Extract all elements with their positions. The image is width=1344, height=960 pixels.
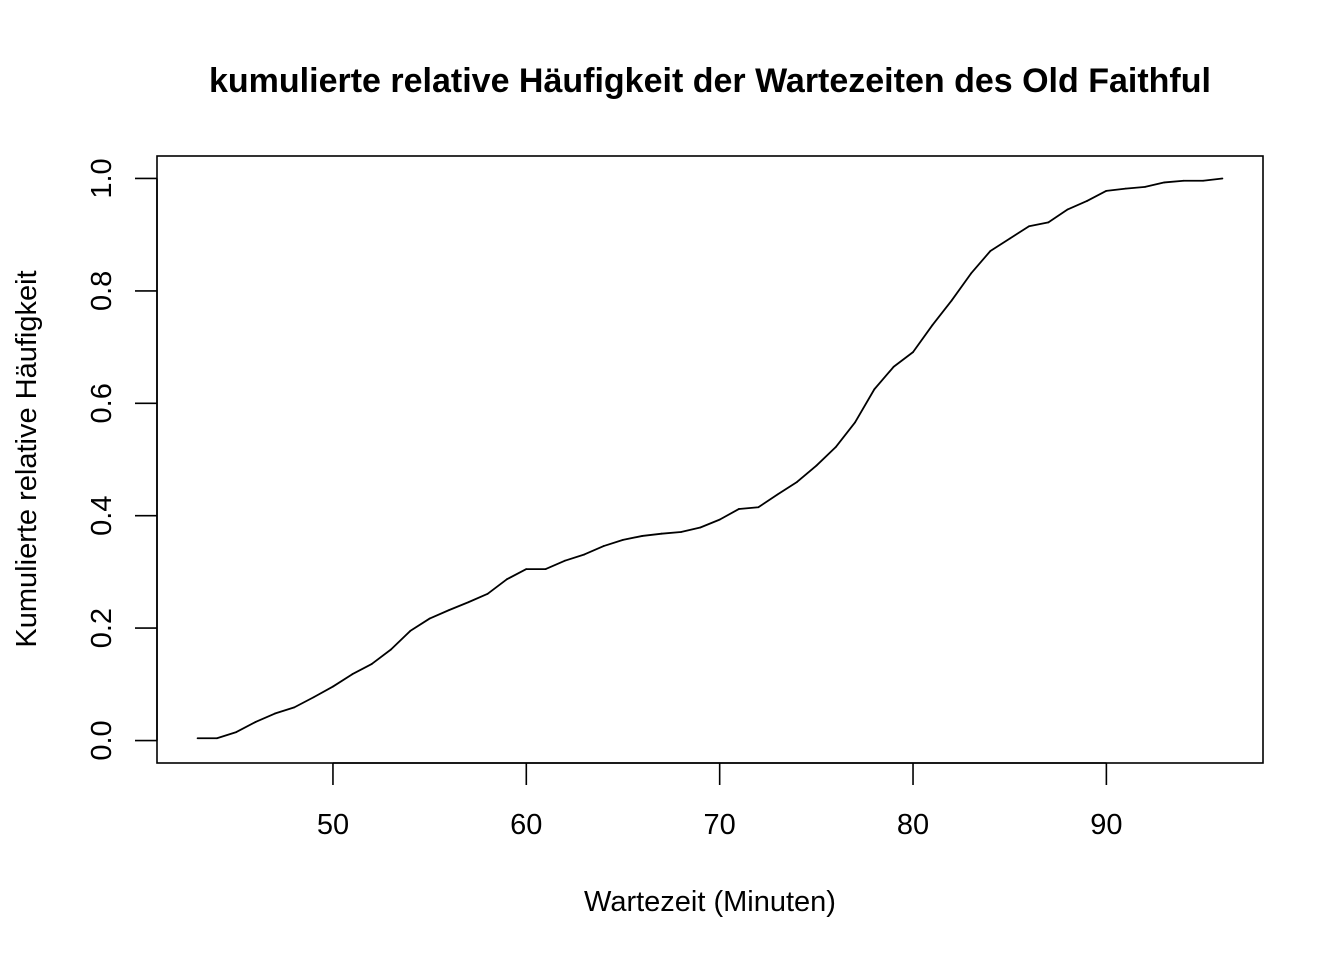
- plot-frame: [156, 155, 1264, 764]
- data-point: [332, 685, 334, 688]
- y-tick-label: 0.2: [86, 608, 118, 648]
- data-point: [931, 324, 934, 327]
- data-point: [950, 299, 953, 302]
- data-point: [989, 250, 992, 252]
- data-point: [776, 493, 779, 496]
- x-tick-label: 50: [317, 809, 349, 841]
- data-point: [1163, 181, 1166, 184]
- data-point: [912, 351, 914, 354]
- y-axis-label: Kumulierte relative Häufigkeit: [11, 270, 43, 647]
- y-tick-label: 0.4: [86, 496, 118, 536]
- series-line: [197, 177, 1223, 740]
- x-axis: 50 60 70 80 90: [317, 762, 1123, 841]
- data-point: [834, 446, 837, 449]
- data-point: [293, 706, 296, 709]
- data-point: [390, 648, 392, 651]
- data-point: [1202, 179, 1204, 182]
- series-group: [196, 177, 1224, 740]
- x-tick-label: 70: [704, 809, 736, 841]
- data-point: [235, 731, 238, 733]
- data-point: [1086, 200, 1088, 202]
- data-point: [796, 481, 798, 483]
- data-point: [1028, 225, 1030, 228]
- x-axis-label: Wartezeit (Minuten): [584, 886, 836, 918]
- data-point: [699, 526, 702, 529]
- data-point: [409, 630, 412, 632]
- data-point: [873, 388, 876, 391]
- data-point: [564, 559, 566, 562]
- data-point: [892, 365, 895, 368]
- data-point: [1144, 186, 1146, 188]
- data-point: [448, 609, 450, 612]
- data-point: [525, 568, 528, 570]
- y-tick-label: 0.8: [86, 271, 118, 311]
- data-point: [641, 535, 644, 537]
- data-point: [1047, 221, 1050, 224]
- data-point: [854, 421, 856, 424]
- data-point: [467, 601, 470, 604]
- data-point: [370, 663, 373, 665]
- data-point: [583, 553, 586, 556]
- data-point: [660, 532, 663, 535]
- data-point: [274, 712, 276, 715]
- x-tick-label: 80: [897, 809, 929, 841]
- data-point: [1008, 237, 1011, 240]
- data-point: [1124, 187, 1127, 190]
- data-point: [351, 673, 354, 676]
- data-point: [428, 617, 431, 620]
- data-point: [506, 578, 508, 581]
- data-point: [1221, 177, 1224, 180]
- data-point: [602, 545, 605, 547]
- data-point: [970, 272, 972, 275]
- data-point: [757, 506, 760, 509]
- y-tick-label: 1.0: [86, 158, 118, 198]
- y-tick-label: 0.6: [86, 383, 118, 423]
- data-point: [312, 696, 315, 699]
- data-point: [196, 737, 199, 740]
- y-axis: 0.0 0.2 0.4 0.6 0.8 1.0: [86, 158, 158, 761]
- data-point: [1105, 189, 1108, 192]
- data-point: [1066, 208, 1069, 211]
- data-point: [718, 518, 721, 521]
- data-point: [254, 721, 257, 723]
- y-tick-label: 0.0: [86, 720, 118, 760]
- data-point: [622, 538, 624, 541]
- data-point: [815, 464, 818, 467]
- data-point: [544, 568, 547, 570]
- x-tick-label: 60: [510, 809, 542, 841]
- data-point: [216, 737, 218, 740]
- data-point: [680, 531, 682, 533]
- chart-title: kumulierte relative Häufigkeit der Warte…: [209, 62, 1211, 100]
- data-point: [738, 508, 740, 510]
- data-point: [1182, 179, 1185, 182]
- data-point: [486, 592, 489, 595]
- x-tick-label: 90: [1090, 809, 1122, 841]
